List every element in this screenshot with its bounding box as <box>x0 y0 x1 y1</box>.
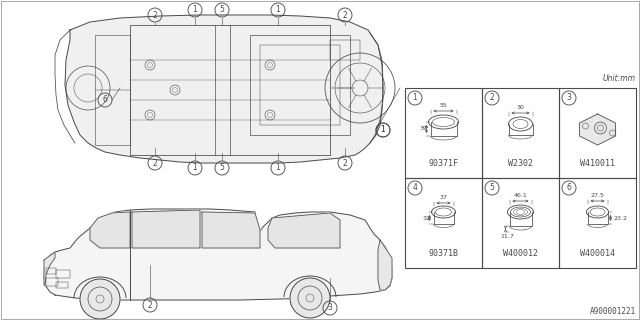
Bar <box>130 25 330 155</box>
Circle shape <box>290 278 330 318</box>
Text: 4: 4 <box>413 183 417 193</box>
Bar <box>56 270 70 278</box>
Text: 5: 5 <box>220 164 225 172</box>
Text: 1: 1 <box>381 125 385 134</box>
Text: 46.1: 46.1 <box>514 193 527 198</box>
Bar <box>330 40 360 60</box>
Text: 23.2: 23.2 <box>614 215 627 220</box>
Text: 1: 1 <box>193 5 197 14</box>
Text: 2: 2 <box>342 11 348 20</box>
Text: 2: 2 <box>152 158 157 167</box>
Text: 39: 39 <box>419 126 428 132</box>
Text: 6: 6 <box>566 183 572 193</box>
Text: 2: 2 <box>148 300 152 309</box>
Text: 27.5: 27.5 <box>591 193 604 198</box>
Polygon shape <box>268 213 340 248</box>
Text: 5: 5 <box>220 5 225 14</box>
Text: 90371F: 90371F <box>429 159 458 169</box>
Text: 90371B: 90371B <box>429 250 458 259</box>
Text: 3: 3 <box>566 93 572 102</box>
Circle shape <box>80 279 120 319</box>
Polygon shape <box>132 210 200 248</box>
Text: 1: 1 <box>381 125 385 134</box>
Bar <box>482 178 559 268</box>
Bar <box>250 35 350 135</box>
Text: 3: 3 <box>328 303 332 313</box>
Polygon shape <box>44 252 55 285</box>
Bar <box>405 178 482 268</box>
Text: 55: 55 <box>440 103 447 108</box>
Text: 11.7: 11.7 <box>500 234 515 238</box>
Bar <box>95 35 130 145</box>
Polygon shape <box>90 212 130 248</box>
Text: 2: 2 <box>342 158 348 167</box>
Text: W410011: W410011 <box>580 159 615 169</box>
Bar <box>46 278 58 286</box>
Text: 2: 2 <box>490 93 494 102</box>
Bar <box>260 45 340 125</box>
Bar <box>482 88 559 178</box>
Bar <box>559 88 636 178</box>
Bar <box>56 282 68 288</box>
Text: 30: 30 <box>516 105 524 110</box>
Polygon shape <box>65 15 383 163</box>
Bar <box>46 268 56 274</box>
Polygon shape <box>202 212 260 248</box>
Text: 2: 2 <box>152 11 157 20</box>
Polygon shape <box>44 209 392 300</box>
Text: W400012: W400012 <box>503 250 538 259</box>
Text: 37: 37 <box>440 195 447 200</box>
Text: 5: 5 <box>490 183 495 193</box>
Bar <box>405 88 482 178</box>
Text: 1: 1 <box>193 164 197 172</box>
Text: 6: 6 <box>102 95 108 105</box>
Text: 1: 1 <box>413 93 417 102</box>
Text: A900001221: A900001221 <box>589 307 636 316</box>
Text: 32: 32 <box>422 215 431 220</box>
Bar <box>559 178 636 268</box>
Text: W400014: W400014 <box>580 250 615 259</box>
Polygon shape <box>378 240 392 290</box>
Text: Unit:mm: Unit:mm <box>603 74 636 83</box>
Polygon shape <box>579 114 616 145</box>
Text: 1: 1 <box>276 5 280 14</box>
Text: 1: 1 <box>276 164 280 172</box>
Text: W2302: W2302 <box>508 159 533 169</box>
